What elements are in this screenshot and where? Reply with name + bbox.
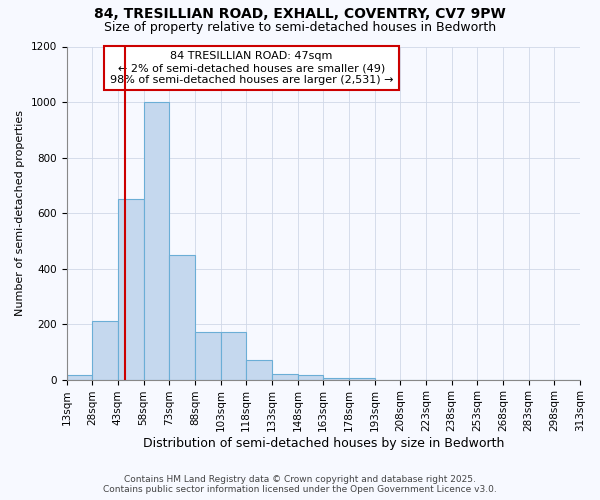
Bar: [221, 332, 246, 380]
Bar: [143, 102, 169, 380]
Bar: [246, 360, 272, 380]
Bar: [118, 199, 143, 380]
Bar: [195, 332, 221, 380]
Bar: [298, 376, 323, 380]
Y-axis label: Number of semi-detached properties: Number of semi-detached properties: [15, 110, 25, 316]
Text: Size of property relative to semi-detached houses in Bedworth: Size of property relative to semi-detach…: [104, 21, 496, 34]
Bar: [272, 374, 298, 380]
Text: 84 TRESILLIAN ROAD: 47sqm
← 2% of semi-detached houses are smaller (49)
98% of s: 84 TRESILLIAN ROAD: 47sqm ← 2% of semi-d…: [110, 52, 393, 84]
Bar: [92, 322, 118, 380]
Bar: [169, 254, 195, 380]
Text: 84, TRESILLIAN ROAD, EXHALL, COVENTRY, CV7 9PW: 84, TRESILLIAN ROAD, EXHALL, COVENTRY, C…: [94, 8, 506, 22]
Bar: [67, 376, 92, 380]
X-axis label: Distribution of semi-detached houses by size in Bedworth: Distribution of semi-detached houses by …: [143, 437, 504, 450]
Text: Contains HM Land Registry data © Crown copyright and database right 2025.
Contai: Contains HM Land Registry data © Crown c…: [103, 474, 497, 494]
Bar: [349, 378, 374, 380]
Bar: [323, 378, 349, 380]
